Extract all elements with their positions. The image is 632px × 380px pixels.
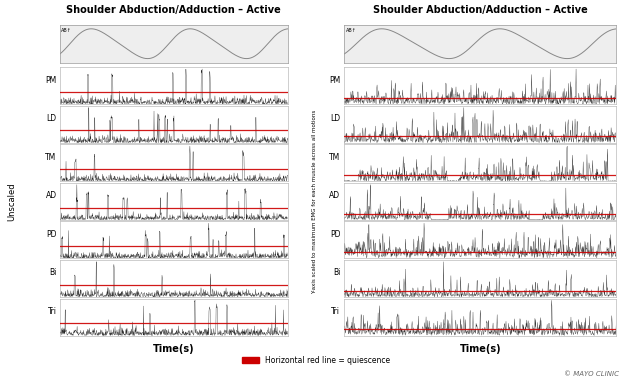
Text: AB↑: AB↑ — [61, 28, 72, 33]
Text: Unscaled: Unscaled — [7, 182, 16, 221]
Text: AD: AD — [329, 192, 341, 200]
Text: Bi: Bi — [333, 268, 341, 277]
Text: Time(s): Time(s) — [459, 344, 501, 354]
Text: Shoulder Abduction/Adduction – Active: Shoulder Abduction/Adduction – Active — [373, 5, 588, 15]
Text: Tri: Tri — [331, 307, 341, 316]
Text: Tri: Tri — [47, 307, 57, 316]
Text: LD: LD — [331, 114, 341, 123]
Text: Bi: Bi — [49, 268, 57, 277]
Text: TM: TM — [329, 153, 341, 162]
Text: PM: PM — [46, 76, 57, 85]
Text: © MAYO CLINIC: © MAYO CLINIC — [564, 371, 619, 377]
Text: TM: TM — [46, 153, 57, 162]
Text: LD: LD — [47, 114, 57, 123]
Text: Shoulder Abduction/Adduction – Active: Shoulder Abduction/Adduction – Active — [66, 5, 281, 15]
Text: PD: PD — [46, 230, 57, 239]
Text: PD: PD — [330, 230, 341, 239]
Text: AB↑: AB↑ — [346, 28, 356, 33]
Text: AD: AD — [46, 192, 57, 200]
Legend: Horizontal red line = quiescence: Horizontal red line = quiescence — [239, 353, 393, 368]
Text: Time(s): Time(s) — [153, 344, 195, 354]
Text: PM: PM — [329, 76, 341, 85]
Text: Y-axis scaled to maximum EMG for each muscle across all motions: Y-axis scaled to maximum EMG for each mu… — [312, 109, 317, 293]
